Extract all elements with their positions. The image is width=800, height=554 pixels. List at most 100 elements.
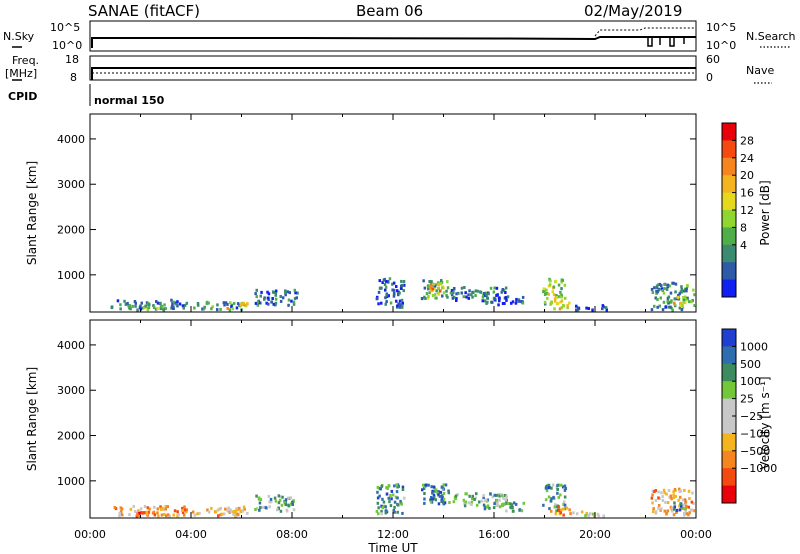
data-cell bbox=[166, 505, 169, 509]
data-cell bbox=[196, 512, 199, 516]
data-cell bbox=[145, 301, 149, 305]
data-cell bbox=[136, 308, 139, 312]
data-cell bbox=[575, 308, 578, 312]
data-cell bbox=[498, 494, 501, 498]
colorbar-segment bbox=[722, 329, 736, 347]
data-cell bbox=[652, 507, 655, 511]
data-cell bbox=[437, 493, 440, 497]
data-cell bbox=[133, 300, 137, 303]
xtick-label: 12:00 bbox=[377, 528, 409, 541]
data-cell bbox=[658, 282, 662, 286]
data-cell bbox=[139, 507, 143, 511]
data-cell bbox=[296, 291, 299, 295]
data-cell bbox=[654, 499, 658, 502]
data-cell bbox=[387, 496, 390, 500]
data-cell bbox=[380, 301, 383, 305]
data-cell bbox=[498, 498, 501, 502]
data-cell bbox=[152, 306, 156, 310]
data-cell bbox=[496, 501, 499, 505]
data-cell bbox=[597, 514, 601, 518]
data-cell bbox=[235, 507, 238, 511]
data-cell bbox=[280, 503, 284, 507]
data-cell bbox=[134, 301, 137, 305]
data-cell bbox=[462, 295, 465, 299]
data-cell bbox=[654, 510, 658, 514]
data-cell bbox=[504, 296, 508, 300]
data-cell bbox=[146, 308, 149, 312]
data-cell bbox=[287, 303, 290, 307]
data-cell bbox=[662, 300, 666, 304]
data-cell bbox=[572, 511, 575, 515]
data-cell bbox=[446, 286, 450, 290]
data-cell bbox=[512, 509, 515, 513]
velocity-yticks: 1000 2000 3000 4000 bbox=[57, 339, 696, 488]
data-cell bbox=[687, 513, 690, 517]
data-cell bbox=[384, 296, 387, 300]
data-cell bbox=[263, 297, 266, 301]
velocity-colorbar-label: Velocity [m s⁻¹] bbox=[758, 376, 772, 469]
data-cell bbox=[463, 504, 467, 508]
data-cell bbox=[685, 512, 689, 516]
data-cell bbox=[672, 301, 676, 305]
data-cell bbox=[294, 291, 297, 295]
data-cell bbox=[560, 280, 563, 284]
data-cell bbox=[688, 511, 691, 515]
data-cell bbox=[389, 504, 393, 508]
ytick-label: 1000 bbox=[57, 269, 85, 282]
data-cell bbox=[392, 288, 396, 292]
data-cell bbox=[563, 507, 567, 511]
data-cell bbox=[679, 304, 683, 307]
data-cell bbox=[454, 497, 457, 501]
data-cell bbox=[216, 303, 219, 307]
data-cell bbox=[654, 489, 657, 492]
data-cell bbox=[662, 488, 666, 492]
colorbar-tick-label: −500 bbox=[740, 445, 770, 458]
power-panel: 1000 2000 3000 4000 Slant Range [km] 28 24 20… bbox=[25, 113, 772, 313]
data-cell bbox=[544, 302, 547, 306]
data-cell bbox=[389, 301, 393, 305]
data-cell bbox=[562, 513, 565, 517]
data-cell bbox=[462, 498, 466, 502]
data-cell bbox=[276, 508, 279, 512]
data-cell bbox=[487, 292, 490, 296]
data-cell bbox=[163, 512, 166, 516]
data-cell bbox=[393, 292, 396, 296]
colorbar-segment bbox=[722, 157, 736, 176]
data-cell bbox=[650, 308, 654, 312]
data-cell bbox=[504, 291, 507, 294]
data-cell bbox=[555, 505, 558, 509]
data-cell bbox=[682, 289, 686, 293]
data-cell bbox=[401, 488, 405, 491]
data-cell bbox=[396, 485, 399, 489]
data-cell bbox=[522, 501, 525, 505]
data-cell bbox=[474, 289, 478, 293]
data-cell bbox=[557, 295, 560, 299]
data-cell bbox=[495, 286, 499, 290]
data-cell bbox=[510, 301, 513, 305]
data-cell bbox=[651, 493, 654, 497]
data-cell bbox=[235, 512, 238, 516]
data-cell bbox=[440, 499, 444, 503]
data-cell bbox=[423, 492, 426, 495]
data-cell bbox=[589, 512, 592, 516]
data-cell bbox=[292, 302, 296, 306]
data-cell bbox=[163, 303, 166, 307]
data-cell bbox=[568, 301, 571, 305]
data-cell bbox=[506, 295, 510, 299]
data-cell bbox=[254, 301, 258, 305]
data-cell bbox=[161, 506, 164, 510]
data-cell bbox=[652, 510, 655, 514]
data-cell bbox=[518, 508, 522, 512]
data-cell bbox=[260, 290, 263, 294]
data-cell bbox=[390, 497, 393, 501]
data-cell bbox=[379, 286, 382, 290]
data-cell bbox=[385, 300, 388, 304]
data-cell bbox=[266, 296, 270, 300]
data-cell bbox=[274, 289, 278, 293]
data-cell bbox=[553, 307, 556, 311]
data-cell bbox=[393, 500, 397, 504]
data-cell bbox=[431, 497, 434, 501]
data-cell bbox=[679, 301, 683, 305]
data-cell bbox=[274, 499, 278, 503]
data-cell bbox=[560, 299, 564, 303]
